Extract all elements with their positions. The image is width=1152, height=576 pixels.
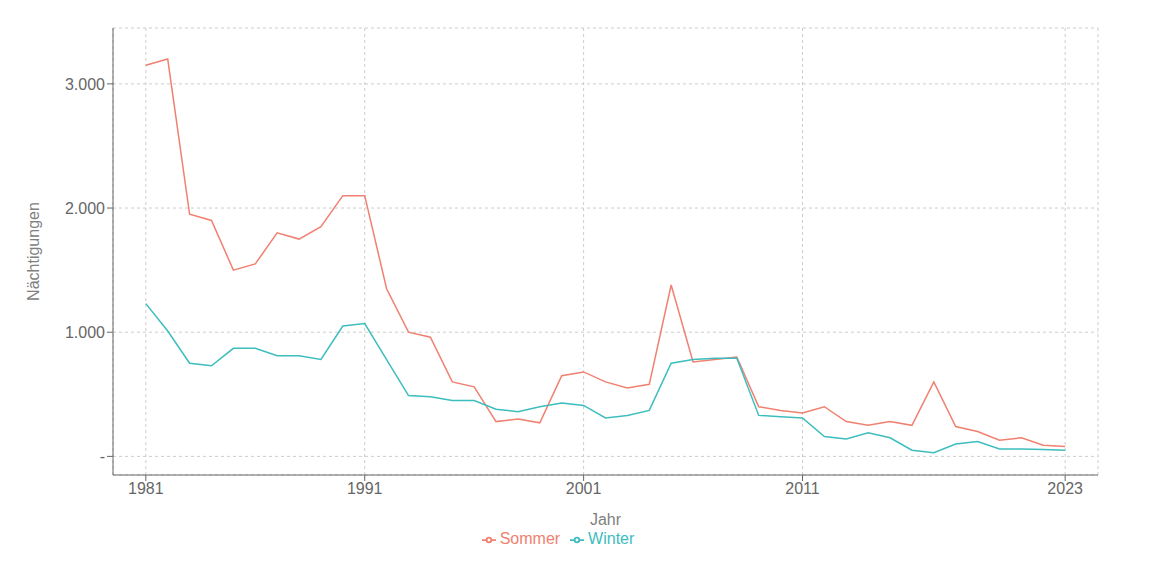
svg-text:-: - <box>100 448 105 465</box>
html-text:Sommer: Sommer <box>499 530 561 547</box>
svg-text:2011: 2011 <box>785 480 820 497</box>
svg-text:1981: 1981 <box>128 480 164 497</box>
svg-text:2001: 2001 <box>566 480 602 497</box>
html-text:Winter: Winter <box>588 530 635 547</box>
svg-text:Jahr: Jahr <box>590 511 622 528</box>
svg-text:1991: 1991 <box>347 480 383 497</box>
svg-text:2023: 2023 <box>1047 480 1083 497</box>
svg-text:2.000: 2.000 <box>65 200 105 217</box>
svg-text:3.000: 3.000 <box>65 76 105 93</box>
svg-text:Nächtigungen: Nächtigungen <box>25 202 42 301</box>
svg-text:1.000: 1.000 <box>65 324 105 341</box>
